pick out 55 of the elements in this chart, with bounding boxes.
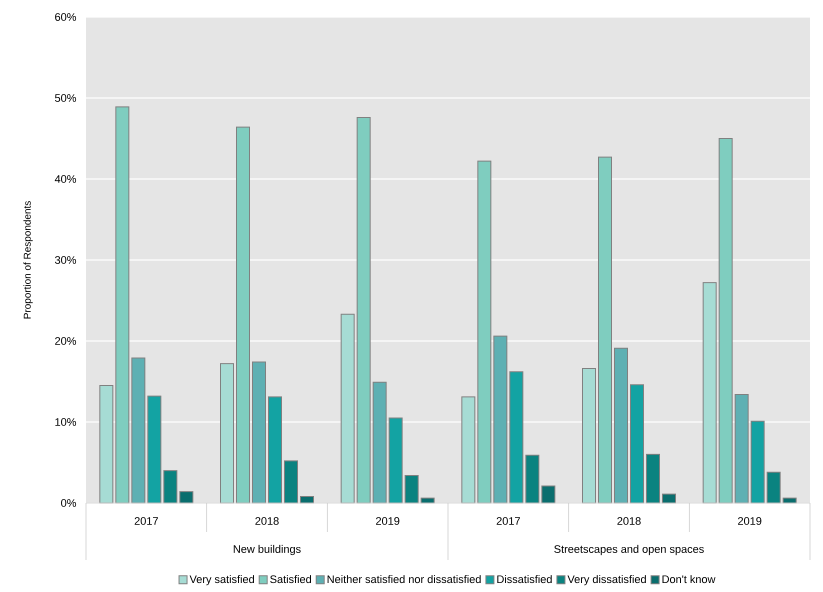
bar xyxy=(598,156,612,504)
text: New buildings xyxy=(234,544,301,556)
bar xyxy=(372,382,387,504)
x-tick-label: 2019 xyxy=(376,517,400,525)
bar xyxy=(461,396,476,504)
legend-label: Very dissatisfied xyxy=(567,575,646,586)
y-tick-label: 10% xyxy=(55,418,76,426)
bar xyxy=(766,472,781,504)
y-tick-label: 50% xyxy=(54,94,76,102)
bar xyxy=(734,394,749,504)
bar xyxy=(509,371,524,504)
bar xyxy=(614,348,628,504)
bar xyxy=(356,116,371,504)
legend-label: Don't know xyxy=(662,575,716,584)
x-tick-label: 2018 xyxy=(255,517,279,525)
legend-label: Dissatisfied xyxy=(497,575,552,584)
bar xyxy=(493,336,508,504)
bar xyxy=(630,384,644,504)
bar xyxy=(115,106,130,504)
legend-label: Neither satisfied nor dissatisfied xyxy=(328,575,481,584)
bar xyxy=(220,363,234,504)
bar xyxy=(131,358,146,504)
x-tick-label: 2019 xyxy=(738,517,762,525)
bar xyxy=(252,362,266,504)
bar xyxy=(236,126,250,504)
y-tick-label: 40% xyxy=(54,175,76,183)
legend-label: Very satisfied xyxy=(190,575,254,586)
x-tick-label: 2017 xyxy=(134,517,158,525)
bar xyxy=(477,160,492,504)
x-tick-label: 2017 xyxy=(496,517,520,525)
bar xyxy=(388,417,403,504)
bar xyxy=(541,485,556,504)
bar xyxy=(404,474,419,504)
bar xyxy=(147,396,162,504)
bar xyxy=(525,454,540,504)
bar xyxy=(163,470,178,504)
x-tick-label: 2018 xyxy=(617,517,641,525)
y-tick-label: 60% xyxy=(55,13,76,21)
bar xyxy=(582,368,596,504)
bar xyxy=(99,385,114,504)
y-tick-label: 0% xyxy=(61,499,76,507)
bar xyxy=(179,491,194,504)
bar xyxy=(268,396,282,504)
y-axis-title: Proportion of Respondents xyxy=(23,201,33,318)
bar xyxy=(340,314,355,504)
bar xyxy=(662,494,676,504)
bar xyxy=(750,420,765,504)
legend-label: Satisfied xyxy=(270,575,312,584)
bar xyxy=(702,282,717,504)
bar xyxy=(718,138,733,504)
bar xyxy=(646,454,660,504)
y-tick-label: 20% xyxy=(55,337,76,345)
bar xyxy=(284,460,298,504)
text: Streetscapes and open spaces xyxy=(554,544,704,556)
y-tick-label: 30% xyxy=(54,256,76,264)
